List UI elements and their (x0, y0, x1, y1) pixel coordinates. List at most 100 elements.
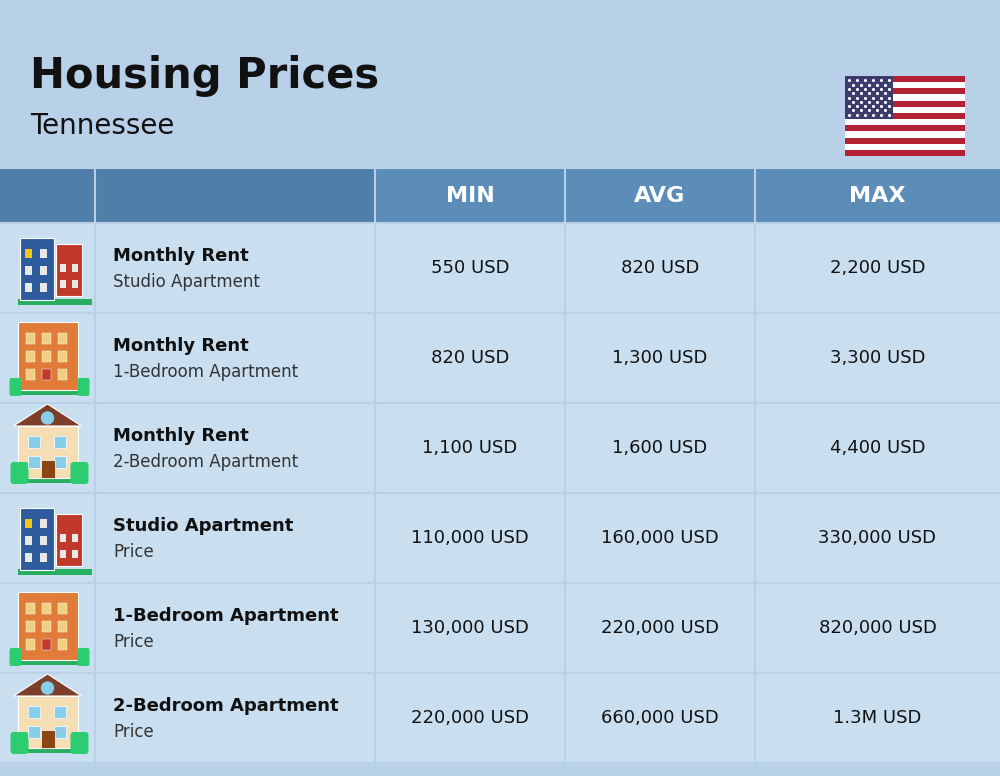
Text: Studio Apartment: Studio Apartment (113, 517, 293, 535)
FancyBboxPatch shape (10, 732, 28, 754)
FancyBboxPatch shape (26, 621, 34, 632)
Text: MIN: MIN (446, 185, 494, 206)
Text: 550 USD: 550 USD (431, 259, 509, 277)
FancyBboxPatch shape (24, 519, 32, 528)
FancyBboxPatch shape (0, 223, 1000, 313)
FancyBboxPatch shape (54, 726, 66, 738)
FancyBboxPatch shape (58, 621, 66, 632)
FancyBboxPatch shape (72, 550, 78, 558)
FancyBboxPatch shape (18, 592, 78, 660)
FancyBboxPatch shape (18, 426, 78, 478)
FancyBboxPatch shape (58, 639, 66, 650)
Text: 660,000 USD: 660,000 USD (601, 709, 719, 727)
Text: Housing Prices: Housing Prices (30, 55, 379, 97)
FancyBboxPatch shape (24, 283, 32, 292)
FancyBboxPatch shape (60, 264, 66, 272)
FancyBboxPatch shape (10, 648, 22, 666)
Polygon shape (14, 674, 82, 696)
FancyBboxPatch shape (40, 730, 54, 748)
Text: 1-Bedroom Apartment: 1-Bedroom Apartment (113, 363, 298, 381)
Text: 220,000 USD: 220,000 USD (601, 619, 719, 637)
FancyBboxPatch shape (40, 536, 46, 545)
Text: MAX: MAX (849, 185, 906, 206)
FancyBboxPatch shape (56, 244, 82, 296)
FancyBboxPatch shape (40, 553, 46, 562)
Text: 2-Bedroom Apartment: 2-Bedroom Apartment (113, 697, 339, 715)
Text: 3,300 USD: 3,300 USD (830, 349, 925, 367)
FancyBboxPatch shape (0, 403, 1000, 493)
FancyBboxPatch shape (70, 732, 88, 754)
Text: 2,200 USD: 2,200 USD (830, 259, 925, 277)
FancyBboxPatch shape (26, 369, 34, 380)
Text: 1-Bedroom Apartment: 1-Bedroom Apartment (113, 607, 339, 625)
FancyBboxPatch shape (42, 369, 50, 380)
Text: AVG: AVG (634, 185, 686, 206)
FancyBboxPatch shape (28, 726, 40, 738)
FancyBboxPatch shape (0, 168, 1000, 223)
Text: 330,000 USD: 330,000 USD (818, 529, 936, 547)
FancyBboxPatch shape (10, 660, 88, 665)
Polygon shape (14, 404, 82, 426)
FancyBboxPatch shape (10, 462, 28, 484)
FancyBboxPatch shape (845, 107, 965, 113)
Text: 820 USD: 820 USD (431, 349, 509, 367)
FancyBboxPatch shape (72, 280, 78, 288)
FancyBboxPatch shape (60, 550, 66, 558)
FancyBboxPatch shape (845, 131, 965, 137)
Text: 1.3M USD: 1.3M USD (833, 709, 922, 727)
FancyBboxPatch shape (24, 249, 32, 258)
Text: 2-Bedroom Apartment: 2-Bedroom Apartment (113, 453, 298, 471)
Text: 1,600 USD: 1,600 USD (612, 439, 708, 457)
FancyBboxPatch shape (0, 673, 1000, 763)
FancyBboxPatch shape (42, 639, 50, 650)
FancyBboxPatch shape (18, 696, 78, 748)
FancyBboxPatch shape (10, 378, 22, 396)
FancyBboxPatch shape (24, 519, 32, 528)
Text: Monthly Rent: Monthly Rent (113, 247, 249, 265)
Text: 110,000 USD: 110,000 USD (411, 529, 529, 547)
Circle shape (42, 682, 54, 694)
FancyBboxPatch shape (78, 648, 90, 666)
FancyBboxPatch shape (18, 322, 78, 390)
FancyBboxPatch shape (40, 266, 46, 275)
FancyBboxPatch shape (845, 95, 965, 101)
FancyBboxPatch shape (58, 333, 66, 344)
FancyBboxPatch shape (12, 478, 86, 483)
Text: 130,000 USD: 130,000 USD (411, 619, 529, 637)
FancyBboxPatch shape (70, 462, 88, 484)
Circle shape (42, 412, 54, 424)
Text: 820,000 USD: 820,000 USD (819, 619, 936, 637)
FancyBboxPatch shape (26, 603, 34, 614)
Text: Tennessee: Tennessee (30, 112, 174, 140)
FancyBboxPatch shape (26, 639, 34, 650)
FancyBboxPatch shape (845, 144, 965, 150)
FancyBboxPatch shape (58, 603, 66, 614)
FancyBboxPatch shape (845, 119, 965, 125)
FancyBboxPatch shape (24, 553, 32, 562)
Text: 1,100 USD: 1,100 USD (422, 439, 518, 457)
Text: Studio Apartment: Studio Apartment (113, 273, 260, 291)
FancyBboxPatch shape (54, 456, 66, 468)
FancyBboxPatch shape (78, 378, 90, 396)
FancyBboxPatch shape (60, 280, 66, 288)
FancyBboxPatch shape (28, 456, 40, 468)
FancyBboxPatch shape (10, 390, 88, 395)
FancyBboxPatch shape (28, 706, 40, 718)
FancyBboxPatch shape (42, 621, 50, 632)
FancyBboxPatch shape (18, 299, 92, 305)
Text: 4,400 USD: 4,400 USD (830, 439, 925, 457)
FancyBboxPatch shape (18, 569, 92, 575)
FancyBboxPatch shape (40, 519, 46, 528)
Text: Price: Price (113, 633, 154, 651)
FancyBboxPatch shape (28, 436, 40, 448)
FancyBboxPatch shape (0, 493, 1000, 583)
Text: Monthly Rent: Monthly Rent (113, 337, 249, 355)
FancyBboxPatch shape (12, 748, 86, 753)
FancyBboxPatch shape (42, 351, 50, 362)
FancyBboxPatch shape (845, 82, 965, 88)
FancyBboxPatch shape (20, 238, 54, 300)
FancyBboxPatch shape (0, 168, 375, 223)
FancyBboxPatch shape (24, 536, 32, 545)
FancyBboxPatch shape (42, 603, 50, 614)
FancyBboxPatch shape (0, 583, 1000, 673)
